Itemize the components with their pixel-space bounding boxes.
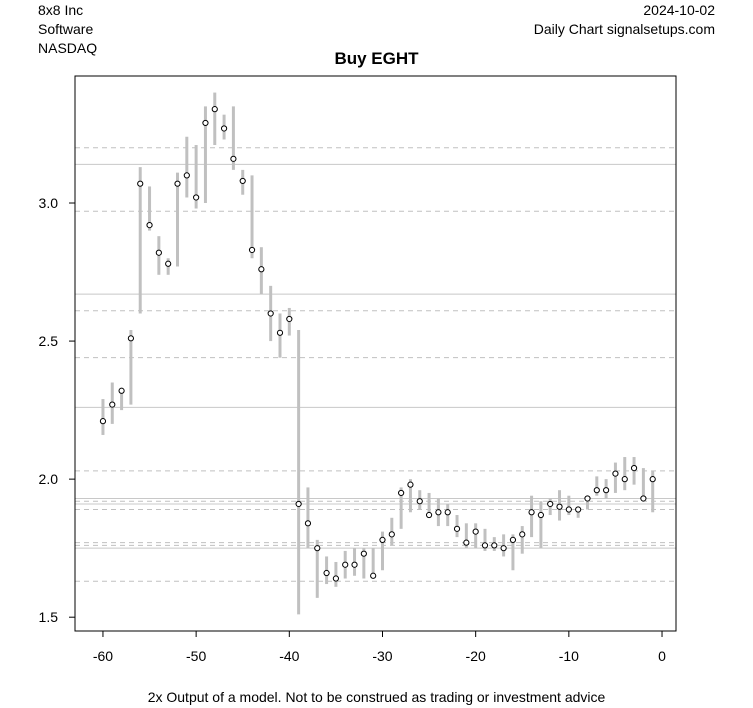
close-point [407,481,414,488]
close-point [593,487,600,494]
close-point [286,315,293,323]
close-point [640,495,647,502]
close-point [118,387,125,394]
close-point [342,561,349,568]
close-point [332,575,339,582]
close-point [370,572,377,579]
close-point [379,536,386,543]
x-tick-label: -40 [279,648,299,664]
close-point [174,180,181,187]
close-point [481,542,489,549]
close-point [127,335,135,342]
x-tick-label: -60 [93,648,113,664]
y-tick-label: 2.5 [39,333,59,349]
close-point [165,260,172,267]
close-point [472,528,479,535]
close-point [398,489,405,497]
close-point [248,246,256,254]
y-axis: 1.5 2.0 2.5 3.0 [39,195,75,625]
close-point [211,106,218,113]
disclaimer: 2x Output of a model. Not to be construe… [147,689,606,705]
close-point [603,487,610,494]
y-tick-label: 1.5 [39,609,59,625]
close-point [304,520,312,527]
close-point [491,542,498,549]
close-point [220,125,228,132]
close-point [649,476,656,483]
close-point [547,500,554,508]
range-bars [101,92,655,615]
close-point [295,500,302,508]
close-point [239,177,246,185]
close-point [519,531,526,538]
close-point [267,310,274,317]
close-point [435,509,442,516]
close-point [202,119,209,127]
x-tick-label: -10 [559,648,579,664]
close-point [323,569,330,577]
close-point [444,509,451,516]
close-point [565,506,572,513]
x-tick-label: -30 [372,648,392,664]
close-point [99,418,107,425]
close-point [453,525,461,532]
close-point [630,464,638,472]
close-point [137,180,144,187]
chart-date: 2024-10-02 [643,2,715,18]
chart-title: Buy EGHT [334,49,419,68]
company-name: 8x8 Inc [38,2,84,18]
close-point [276,329,284,336]
x-tick-label: -50 [186,648,206,664]
close-point [612,470,619,477]
close-point [314,545,321,552]
close-point [155,249,162,256]
close-point [416,498,423,505]
close-point [528,509,535,516]
close-point [109,401,116,408]
stock-info: 8x8 Inc Software NASDAQ [38,1,97,58]
close-point [388,531,395,538]
close-point [351,561,358,568]
close-point [537,511,544,519]
close-point [584,495,591,502]
close-point [575,506,582,513]
close-point [360,550,367,557]
x-tick-label: -20 [466,648,486,664]
chart-info: 2024-10-02 Daily Chart signalsetups.com [534,1,715,39]
y-tick-label: 3.0 [39,195,59,211]
close-point [193,194,200,201]
exchange-label: NASDAQ [38,40,98,56]
close-point [258,266,265,273]
close-point [621,476,628,483]
close-point [556,503,563,510]
y-tick-label: 2.0 [39,471,59,487]
sector-label: Software [38,21,94,37]
level-lines [75,147,676,582]
close-point [146,222,153,229]
chart-source: Daily Chart signalsetups.com [533,21,715,37]
close-points [99,106,656,582]
close-point [463,539,470,546]
close-point [183,172,190,179]
close-point [500,545,507,552]
close-point [425,511,433,519]
x-axis: -60 -50 -40 -30 -20 -10 0 [93,630,666,664]
close-point [230,155,237,162]
x-tick-label: 0 [658,648,666,664]
close-point [509,536,517,543]
